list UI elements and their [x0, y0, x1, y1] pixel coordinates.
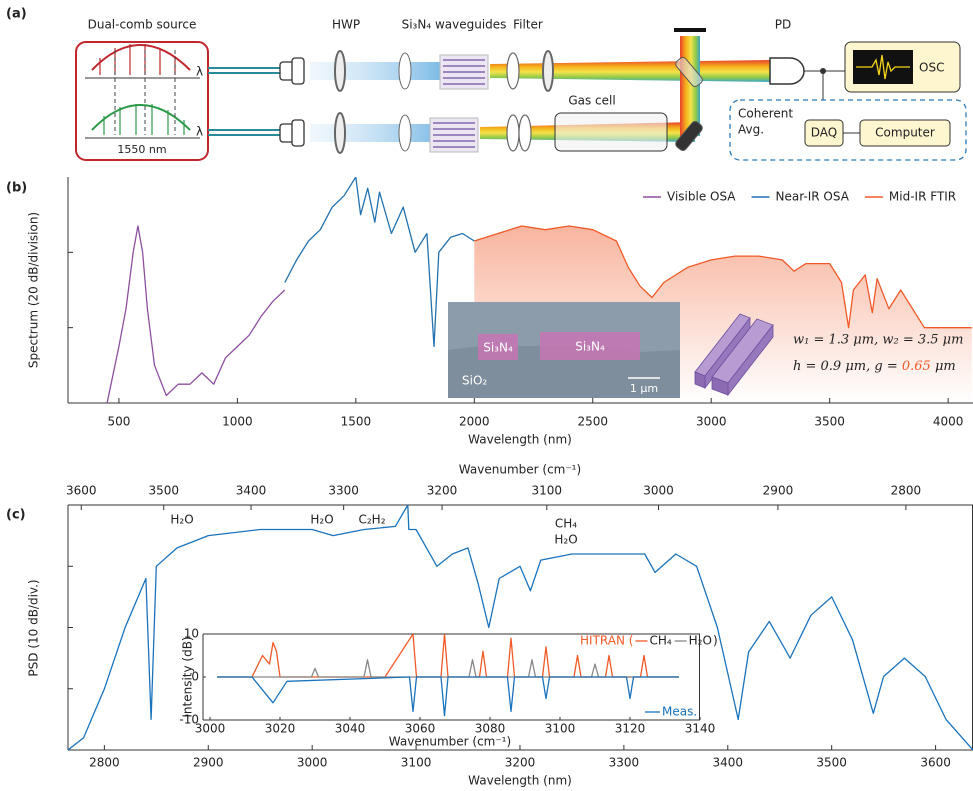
x-tick-label: 3020 — [265, 722, 296, 736]
label: Si₃N₄ waveguides — [402, 18, 507, 32]
param-text: h = 0.9 μm, g = 0.65 μm — [793, 359, 956, 374]
x-tick-label: 3500 — [816, 756, 847, 770]
page: { "panel_a": {"label": "(a)", "source": … — [0, 0, 973, 791]
annotation: H₂O — [554, 533, 577, 547]
x-tick-label: 1000 — [222, 415, 253, 429]
x2-tick-label: 2800 — [891, 484, 922, 498]
x-tick-label: 2500 — [577, 415, 608, 429]
label: 1550 nm — [117, 143, 166, 156]
x-tick-label: 3080 — [475, 722, 506, 736]
x-tick-label: 2800 — [89, 756, 120, 770]
waveguide-chip — [430, 118, 478, 152]
x-tick-label: 3600 — [920, 756, 951, 770]
gas-cell — [555, 113, 667, 151]
legend-label: Visible OSA — [667, 190, 736, 204]
param-highlight: 0.65 — [902, 359, 931, 374]
annotation: H₂O — [170, 513, 193, 527]
beam — [310, 62, 440, 80]
label: Si₃N₄ — [483, 341, 513, 355]
y-axis-label: Spectrum (20 dB/division) — [27, 212, 41, 368]
legend-label: CH₄ — [649, 634, 671, 648]
x-tick-label: 3300 — [609, 756, 640, 770]
label: λ — [196, 125, 203, 139]
annotation: C₂H₂ — [358, 513, 385, 527]
y-axis-label: PSD (10 dB/div.) — [27, 579, 41, 676]
param: μm — [931, 359, 956, 374]
x2-tick-label: 2900 — [763, 484, 794, 498]
param-text: w₁ = 1.3 μm, w₂ = 3.5 μm — [793, 333, 963, 348]
x2-tick-label: 3300 — [328, 484, 359, 498]
legend-label: Near-IR OSA — [776, 190, 850, 204]
annotation: CH₄ — [555, 517, 577, 531]
x-tick-label: 3100 — [401, 756, 432, 770]
label: DAQ — [811, 126, 837, 140]
waveguide-chip — [440, 55, 488, 89]
series-line — [107, 226, 285, 403]
setup-diagram: Dual-comb source λ λ 1550 nm HWP Si₃N₄ w… — [76, 18, 966, 161]
x-tick-label: 3120 — [615, 722, 646, 736]
x2-tick-label: 3200 — [427, 484, 458, 498]
x-tick-label: 1500 — [341, 415, 372, 429]
label: HWP — [332, 18, 360, 32]
x-tick-label: 3100 — [545, 722, 576, 736]
x-tick-label: 3500 — [814, 415, 845, 429]
panel-label: (b) — [6, 181, 27, 196]
x-tick-label: 3060 — [405, 722, 436, 736]
x-tick-label: 3000 — [195, 722, 226, 736]
figure: (a) Dual-comb source λ λ 1550 nm HWP Si₃… — [0, 0, 973, 791]
x2-axis-label: Wavenumber (cm⁻¹) — [459, 463, 581, 477]
x-axis-label: Wavelength (nm) — [468, 433, 572, 447]
x-tick-label: 500 — [107, 415, 130, 429]
label: 1 μm — [630, 382, 658, 395]
x2-tick-label: 3400 — [236, 484, 267, 498]
label: Dual-comb source — [88, 18, 197, 32]
x-tick-label: 3200 — [505, 756, 536, 770]
x-axis-label: Wavenumber (cm⁻¹) — [389, 735, 511, 749]
y-axis-label: Intensity (dB) — [181, 636, 195, 717]
x-tick-label: 3000 — [696, 415, 727, 429]
x-tick-label: 3140 — [685, 722, 716, 736]
legend-label: Meas. — [662, 705, 697, 719]
legend-label: H₂O — [689, 634, 712, 648]
label: λ — [196, 65, 203, 79]
x-tick-label: 2000 — [459, 415, 490, 429]
fibers — [208, 68, 280, 135]
label: Filter — [513, 18, 543, 32]
label: PD — [775, 18, 791, 32]
legend-label: Mid-IR FTIR — [889, 190, 956, 204]
x2-tick-label: 3100 — [532, 484, 563, 498]
label: SiO₂ — [462, 374, 487, 388]
label: Computer — [875, 126, 935, 140]
beam — [310, 124, 440, 142]
label: Coherent — [738, 107, 793, 121]
legend-label: ) — [713, 634, 718, 648]
param: h = 0.9 μm, g = — [793, 359, 902, 374]
x2-tick-label: 3000 — [643, 484, 674, 498]
x-axis-label: Wavelength (nm) — [468, 774, 572, 788]
x-tick-label: 3400 — [713, 756, 744, 770]
x-tick-label: 2900 — [193, 756, 224, 770]
x2-tick-label: 3500 — [148, 484, 179, 498]
photodetector — [770, 58, 804, 84]
label: OSC — [919, 61, 944, 75]
legend-label: HITRAN ( — [580, 634, 633, 648]
panel-label: (a) — [6, 7, 27, 22]
label: Avg. — [738, 123, 764, 137]
panel-label: (c) — [6, 508, 26, 523]
series-line — [285, 177, 475, 347]
collimators — [280, 58, 304, 146]
annotation: H₂O — [310, 513, 333, 527]
x-tick-label: 4000 — [933, 415, 964, 429]
supercontinuum-beam — [490, 60, 770, 82]
x-tick-label: 3000 — [297, 756, 328, 770]
label: Si₃N₄ — [575, 340, 605, 354]
x2-tick-label: 3600 — [66, 484, 97, 498]
label: Gas cell — [568, 94, 615, 108]
x-tick-label: 3040 — [335, 722, 366, 736]
